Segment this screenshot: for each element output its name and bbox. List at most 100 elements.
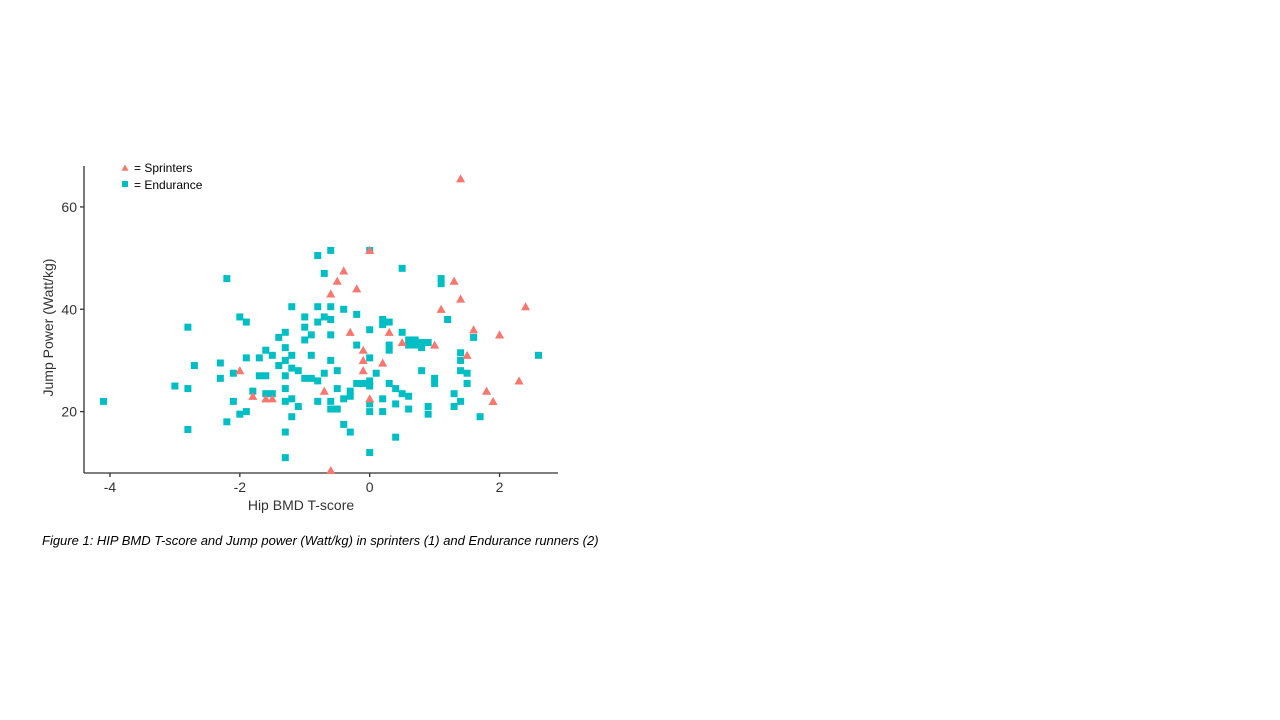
endurance-point — [385, 379, 393, 387]
endurance-point — [307, 374, 315, 382]
endurance-point — [320, 369, 328, 377]
x-tick-label: -4 — [104, 479, 117, 495]
x-tick-label: 0 — [366, 479, 374, 495]
x-tick-label: 2 — [496, 479, 504, 495]
sprinter-point — [267, 394, 277, 403]
endurance-point — [340, 305, 348, 313]
endurance-point — [190, 362, 198, 370]
endurance-point — [346, 428, 354, 436]
endurance-point — [437, 280, 445, 288]
endurance-point — [327, 331, 335, 339]
legend-endurance-label: = Endurance — [134, 178, 203, 192]
endurance-point — [249, 387, 257, 395]
endurance-point — [281, 397, 289, 405]
sprinter-point — [248, 391, 258, 400]
endurance-point — [301, 323, 309, 331]
endurance-point — [307, 331, 315, 339]
endurance-point — [327, 246, 335, 254]
sprinter-point — [449, 276, 459, 285]
endurance-point — [262, 346, 270, 354]
endurance-point — [268, 351, 276, 359]
endurance-point — [255, 354, 263, 362]
sprinter-point — [469, 325, 479, 334]
endurance-point — [366, 326, 374, 334]
endurance-point — [229, 369, 237, 377]
sprinter-point — [436, 304, 446, 313]
endurance-point — [450, 402, 458, 410]
endurance-point — [242, 354, 250, 362]
x-ticks: -4 -2 0 2 — [104, 473, 504, 495]
endurance-point — [184, 426, 192, 434]
endurance-point — [333, 385, 341, 393]
endurance-point — [320, 313, 328, 321]
endurance-point — [288, 395, 296, 403]
endurance-point — [463, 379, 471, 387]
endurance-point — [327, 405, 335, 413]
endurance-point — [411, 341, 419, 349]
sprinter-point — [384, 327, 394, 336]
sprinter-point — [514, 376, 524, 385]
legend-sprinters-marker — [121, 164, 129, 171]
endurance-point — [379, 316, 387, 323]
endurance-point — [314, 252, 322, 260]
sprinter-point — [358, 345, 368, 354]
endurance-point — [288, 303, 296, 311]
sprinter-point — [365, 245, 375, 255]
endurance-point — [327, 356, 335, 364]
endurance-point — [431, 374, 439, 382]
endurance-point — [301, 313, 309, 321]
endurance-point — [346, 387, 354, 395]
endurance-point — [405, 336, 413, 344]
sprinter-point — [261, 394, 271, 403]
endurance-point — [236, 313, 244, 321]
endurance-point — [463, 369, 471, 377]
legend-endurance-marker — [122, 181, 128, 187]
endurance-point — [418, 339, 426, 347]
sprinter-point — [495, 330, 505, 339]
endurance-point — [411, 336, 419, 344]
legend: = Sprinters = Endurance — [121, 161, 203, 192]
endurance-point — [346, 392, 354, 400]
endurance-point — [366, 382, 374, 390]
endurance-point — [470, 333, 478, 341]
sprinter-point — [358, 366, 368, 375]
endurance-point — [242, 408, 250, 416]
data-points — [99, 174, 543, 475]
endurance-point — [366, 408, 374, 416]
endurance-point — [281, 372, 289, 380]
endurance-point — [379, 395, 387, 403]
endurance-point — [366, 377, 374, 385]
endurance-point — [398, 264, 406, 272]
endurance-point — [327, 303, 335, 311]
sprinter-point — [397, 338, 407, 347]
sprinter-point — [365, 394, 375, 403]
endurance-point — [353, 310, 361, 318]
endurance-point — [418, 367, 426, 375]
endurance-point — [424, 410, 432, 418]
y-tick-label: 20 — [61, 404, 77, 420]
endurance-point — [431, 379, 439, 387]
endurance-point — [392, 385, 400, 393]
endurance-point — [418, 344, 426, 352]
endurance-point — [216, 374, 224, 382]
endurance-point — [535, 351, 543, 359]
endurance-point — [385, 346, 393, 354]
endurance-point — [424, 339, 432, 347]
endurance-point — [366, 449, 374, 457]
endurance-point — [301, 336, 309, 344]
endurance-point — [450, 390, 458, 398]
sprinter-point — [326, 465, 336, 475]
sprinter-point — [358, 355, 368, 365]
sprinter-point — [332, 276, 342, 285]
endurance-point — [405, 405, 413, 413]
endurance-point — [288, 413, 296, 421]
endurance-point — [385, 341, 393, 349]
endurance-point — [327, 316, 335, 323]
endurance-point — [366, 354, 374, 362]
endurance-point — [457, 356, 465, 364]
sprinter-point — [488, 396, 498, 405]
endurance-point — [184, 323, 192, 331]
sprinter-point — [352, 284, 362, 293]
endurance-point — [314, 377, 322, 385]
sprinter-point — [326, 289, 336, 298]
